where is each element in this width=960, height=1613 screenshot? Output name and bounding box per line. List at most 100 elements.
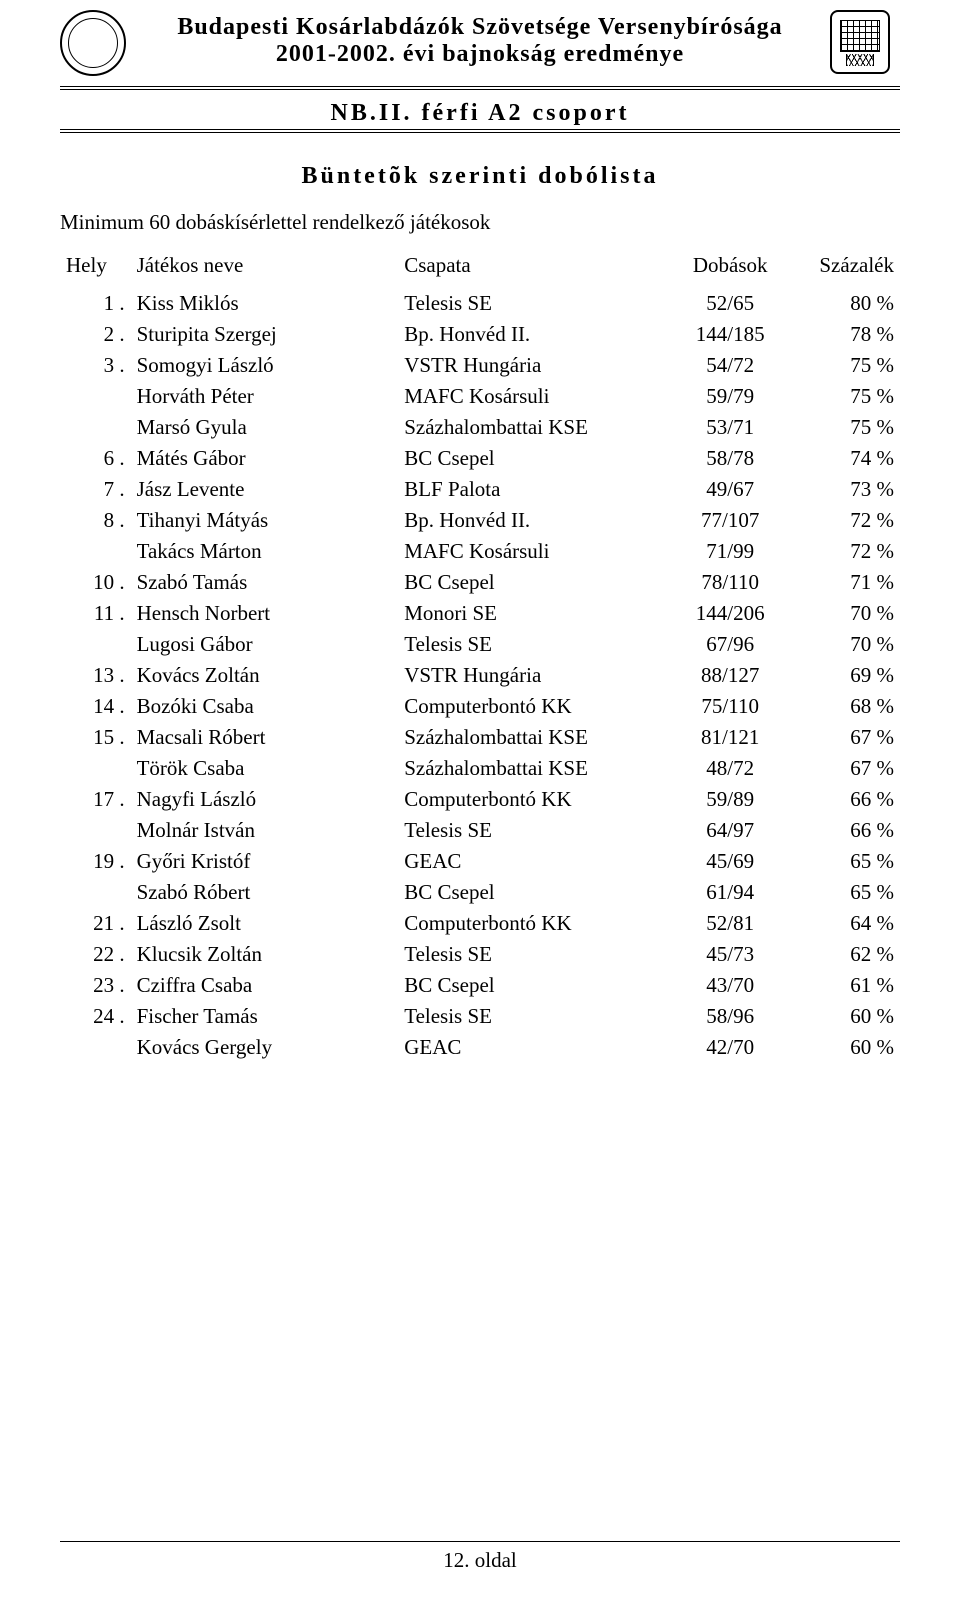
cell-team: MAFC Kosársuli: [398, 536, 670, 567]
cell-rank: 1 .: [60, 288, 131, 319]
cell-team: Monori SE: [398, 598, 670, 629]
cell-name: Lugosi Gábor: [131, 629, 399, 660]
cell-percent: 70 %: [790, 629, 900, 660]
cell-rank: 22 .: [60, 939, 131, 970]
cell-throws: 53/71: [670, 412, 789, 443]
cell-name: Marsó Gyula: [131, 412, 399, 443]
cell-rank: 13 .: [60, 660, 131, 691]
cell-percent: 69 %: [790, 660, 900, 691]
header-line3: NB.II. férfi A2 csoport: [60, 100, 900, 127]
cell-name: Macsali Róbert: [131, 722, 399, 753]
cell-throws: 48/72: [670, 753, 789, 784]
cell-name: Hensch Norbert: [131, 598, 399, 629]
cell-throws: 45/69: [670, 846, 789, 877]
table-row: Szabó RóbertBC Csepel61/9465 %: [60, 877, 900, 908]
page: Budapesti Kosárlabdázók Szövetsége Verse…: [0, 0, 960, 1613]
cell-name: László Zsolt: [131, 908, 399, 939]
cell-team: Százhalombattai KSE: [398, 722, 670, 753]
header-line1: Budapesti Kosárlabdázók Szövetsége Verse…: [130, 14, 830, 41]
table-row: Lugosi GáborTelesis SE67/9670 %: [60, 629, 900, 660]
cell-team: Telesis SE: [398, 1001, 670, 1032]
cell-throws: 71/99: [670, 536, 789, 567]
cell-percent: 80 %: [790, 288, 900, 319]
cell-throws: 77/107: [670, 505, 789, 536]
cell-throws: 144/206: [670, 598, 789, 629]
cell-name: Tihanyi Mátyás: [131, 505, 399, 536]
results-table: Hely Játékos neve Csapata Dobások Százal…: [60, 249, 900, 1063]
cell-percent: 72 %: [790, 505, 900, 536]
table-row: 11 .Hensch NorbertMonori SE144/20670 %: [60, 598, 900, 629]
cell-rank: 10 .: [60, 567, 131, 598]
cell-percent: 75 %: [790, 412, 900, 443]
cell-team: Bp. Honvéd II.: [398, 319, 670, 350]
cell-percent: 75 %: [790, 350, 900, 381]
cell-team: Százhalombattai KSE: [398, 412, 670, 443]
cell-throws: 52/65: [670, 288, 789, 319]
subtitle: Minimum 60 dobáskísérlettel rendelkező j…: [60, 210, 900, 235]
cell-percent: 71 %: [790, 567, 900, 598]
cell-throws: 49/67: [670, 474, 789, 505]
logo-right: [830, 10, 900, 80]
cell-name: Jász Levente: [131, 474, 399, 505]
cell-team: GEAC: [398, 846, 670, 877]
table-row: 14 .Bozóki CsabaComputerbontó KK75/11068…: [60, 691, 900, 722]
table-row: Marsó GyulaSzázhalombattai KSE53/7175 %: [60, 412, 900, 443]
table-row: 23 .Cziffra CsabaBC Csepel43/7061 %: [60, 970, 900, 1001]
table-row: 2 .Sturipita SzergejBp. Honvéd II.144/18…: [60, 319, 900, 350]
cell-team: MAFC Kosársuli: [398, 381, 670, 412]
page-number: 12. oldal: [443, 1548, 517, 1572]
divider-bottom: [60, 129, 900, 133]
cell-throws: 78/110: [670, 567, 789, 598]
cell-team: Computerbontó KK: [398, 908, 670, 939]
col-name-header: Játékos neve: [131, 249, 399, 288]
header: Budapesti Kosárlabdázók Szövetsége Verse…: [60, 10, 900, 80]
footer: 12. oldal: [0, 1541, 960, 1573]
cell-team: Százhalombattai KSE: [398, 753, 670, 784]
cell-throws: 59/89: [670, 784, 789, 815]
table-row: 3 .Somogyi LászlóVSTR Hungária54/7275 %: [60, 350, 900, 381]
cell-rank: [60, 381, 131, 412]
cell-team: BC Csepel: [398, 970, 670, 1001]
table-row: 24 .Fischer TamásTelesis SE58/9660 %: [60, 1001, 900, 1032]
cell-team: Telesis SE: [398, 288, 670, 319]
hoop-icon: [830, 10, 890, 74]
cell-name: Győri Kristóf: [131, 846, 399, 877]
cell-throws: 59/79: [670, 381, 789, 412]
cell-rank: 11 .: [60, 598, 131, 629]
col-percent-header: Százalék: [790, 249, 900, 288]
cell-name: Nagyfi László: [131, 784, 399, 815]
cell-rank: 3 .: [60, 350, 131, 381]
cell-name: Takács Márton: [131, 536, 399, 567]
cell-rank: 15 .: [60, 722, 131, 753]
cell-percent: 66 %: [790, 784, 900, 815]
col-team-header: Csapata: [398, 249, 670, 288]
table-row: 10 .Szabó TamásBC Csepel78/11071 %: [60, 567, 900, 598]
table-header-row: Hely Játékos neve Csapata Dobások Százal…: [60, 249, 900, 288]
table-row: 17 .Nagyfi LászlóComputerbontó KK59/8966…: [60, 784, 900, 815]
cell-percent: 73 %: [790, 474, 900, 505]
cell-rank: [60, 629, 131, 660]
cell-throws: 61/94: [670, 877, 789, 908]
section-title: Büntetõk szerinti dobólista: [60, 163, 900, 190]
cell-rank: 19 .: [60, 846, 131, 877]
cell-rank: 14 .: [60, 691, 131, 722]
cell-throws: 75/110: [670, 691, 789, 722]
cell-percent: 66 %: [790, 815, 900, 846]
cell-percent: 70 %: [790, 598, 900, 629]
col-throws-header: Dobások: [670, 249, 789, 288]
cell-percent: 60 %: [790, 1001, 900, 1032]
table-row: 21 .László ZsoltComputerbontó KK52/8164 …: [60, 908, 900, 939]
cell-rank: 17 .: [60, 784, 131, 815]
cell-team: VSTR Hungária: [398, 350, 670, 381]
cell-name: Sturipita Szergej: [131, 319, 399, 350]
cell-name: Kovács Gergely: [131, 1032, 399, 1063]
cell-throws: 64/97: [670, 815, 789, 846]
table-row: Takács MártonMAFC Kosársuli71/9972 %: [60, 536, 900, 567]
cell-name: Klucsik Zoltán: [131, 939, 399, 970]
cell-name: Mátés Gábor: [131, 443, 399, 474]
cell-team: Telesis SE: [398, 629, 670, 660]
cell-rank: 8 .: [60, 505, 131, 536]
cell-percent: 61 %: [790, 970, 900, 1001]
cell-throws: 144/185: [670, 319, 789, 350]
cell-name: Szabó Tamás: [131, 567, 399, 598]
